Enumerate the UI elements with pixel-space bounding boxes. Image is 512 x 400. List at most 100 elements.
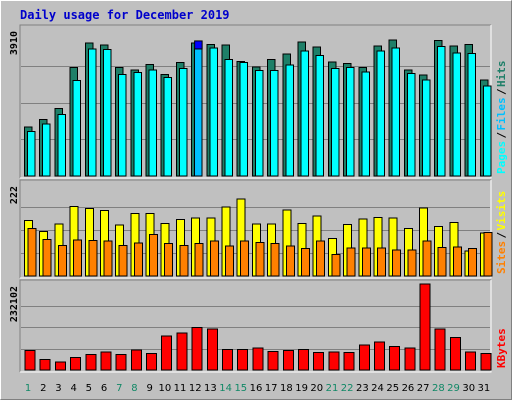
x-tick-label: 14 [219,383,232,394]
bar-kbytes [191,326,203,371]
bar-kbytes [449,336,461,371]
bar-pages [467,52,477,177]
x-tick-label: 10 [158,383,171,394]
bar-kbytes [146,353,158,371]
x-tick-label: 16 [250,383,263,394]
panel-visits-sites-frame-dark [20,180,492,279]
x-tick-label: 15 [234,383,247,394]
bar-sites [316,240,326,277]
x-tick-label: 13 [204,383,217,394]
bar-sites [407,249,417,277]
bar-sites [118,244,128,277]
bar-kbytes [237,349,249,371]
bar-kbytes [328,351,340,371]
panel-hits-files-pages-frame-dark [20,25,492,179]
panel-kbytes-frame-light [19,279,491,372]
x-tick-label: 18 [280,383,293,394]
bar-kbytes [358,344,370,371]
x-tick-label: 5 [86,383,92,394]
legend-separator: / [495,132,508,139]
bar-files [194,48,203,177]
x-tick-label: 3 [55,383,61,394]
bar-kbytes [434,328,446,371]
bar-sites [300,248,310,277]
bar-pages [178,67,188,177]
bar-sites [42,239,52,277]
bar-pages [72,80,82,177]
bar-kbytes [222,348,234,371]
bar-pages [163,76,173,177]
bar-kbytes [465,351,477,371]
bar-sites [255,241,265,277]
bar-pages [361,71,370,177]
bar-kbytes [313,352,325,371]
panel-visits-sites-frame-light [19,179,491,278]
bar-pages [391,47,401,177]
bar-pages [102,49,112,177]
bar-pages [148,69,158,177]
bar-kbytes [176,332,188,371]
bar-pages [270,70,279,177]
legend-visits: Visits [495,191,508,231]
bar-sites [88,239,98,277]
bar-sites [103,240,113,277]
bar-sites [452,246,462,277]
bar-kbytes [267,350,279,371]
bar-pages [42,123,51,177]
x-tick-label: 31 [478,383,491,394]
legend-sites: Sites [495,241,508,274]
bar-kbytes [404,347,416,371]
panel-kbytes-frame-dark [20,280,492,373]
bar-sites [209,240,219,277]
bar-kbytes [24,349,36,371]
bar-pages [87,48,97,177]
bar-sites [73,239,83,277]
panel-hits-files-pages-frame-light [19,24,491,178]
bar-sites [346,247,356,277]
bar-pages-highlight [194,40,203,50]
bar-kbytes [297,349,309,371]
bar-pages [437,45,446,177]
x-tick-label: 11 [174,383,187,394]
bar-sites [468,248,478,277]
bar-sites [422,240,432,277]
x-tick-label: 19 [295,383,308,394]
x-tick-label: 20 [310,383,323,394]
bar-pages [300,50,309,177]
bar-sites [27,227,37,277]
x-tick-label: 17 [265,383,278,394]
x-tick-label: 26 [402,383,415,394]
bar-pages [133,72,142,177]
x-tick-label: 1 [25,383,31,394]
x-tick-label: 27 [417,383,430,394]
bar-kbytes [39,359,51,371]
bar-kbytes [343,352,355,371]
bar-sites [194,243,204,277]
x-tick-label: 6 [101,383,107,394]
bar-kbytes [161,335,173,371]
bar-sites [483,231,493,277]
bar-sites [376,247,386,277]
bar-sites [331,253,341,277]
legend-separator: / [495,88,508,95]
bar-pages [27,130,36,177]
bar-sites [164,242,174,277]
bar-sites [270,242,280,277]
bar-kbytes [206,328,218,371]
bar-sites [361,247,371,277]
legend-separator: / [495,232,508,239]
bar-sites [149,234,159,277]
bar-sites [133,242,143,277]
legend-hits: Hits [495,61,508,88]
bar-pages [482,85,492,177]
bar-pages [406,73,416,177]
bar-pages [285,64,294,177]
panel-hits-files-pages-ymax-label: 3910 [9,31,20,55]
panel-kbytes-ymax-label: 232102 [9,286,20,322]
x-tick-label: 4 [70,383,76,394]
bar-kbytes [115,353,127,371]
bar-sites [179,245,189,277]
bar-kbytes [130,349,142,371]
bar-pages [209,47,218,177]
